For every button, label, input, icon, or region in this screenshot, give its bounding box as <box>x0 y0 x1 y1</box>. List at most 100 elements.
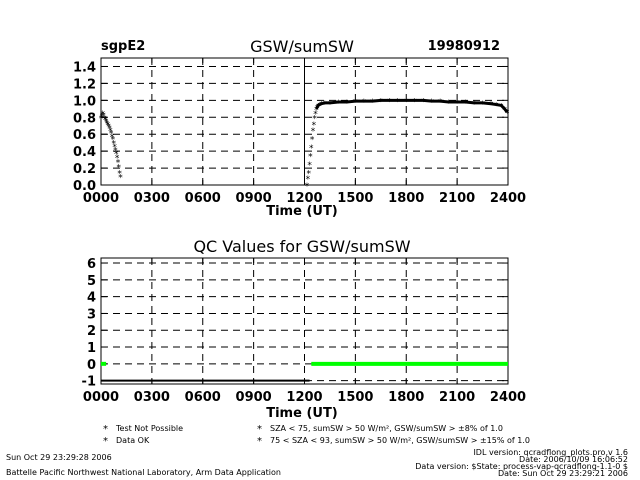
data-point: * <box>309 144 314 154</box>
site-label: sgpE2 <box>101 39 145 54</box>
legend-symbol-sza-75: * <box>257 424 262 435</box>
data-point: * <box>117 163 122 173</box>
data-point: * <box>100 110 105 120</box>
x-axis-label-qc: Time (UT) <box>266 406 338 421</box>
data-point: * <box>387 97 392 107</box>
x-tick-label-qc: 2400 <box>490 390 526 405</box>
data-point: * <box>396 97 401 107</box>
data-series-line <box>315 98 509 114</box>
x-tick-label-top: 0000 <box>83 191 119 206</box>
data-point: * <box>109 130 114 140</box>
data-point: * <box>112 143 117 153</box>
data-point: * <box>438 98 443 108</box>
data-point: * <box>379 97 384 107</box>
x-tick-label-qc: 1500 <box>337 390 373 405</box>
y-tick-label-top: 1.2 <box>73 77 96 92</box>
x-tick-label-top: 0300 <box>134 191 170 206</box>
footer-right-idl: IDL version: qcradflong_plots.pro,v 1.6 <box>473 448 628 457</box>
chart-title-top: GSW/sumSW <box>250 37 354 56</box>
data-point: * <box>111 135 116 145</box>
data-point: * <box>323 100 328 110</box>
data-point: * <box>336 99 341 109</box>
data-point: * <box>312 114 317 124</box>
data-point: * <box>99 114 104 124</box>
data-point: * <box>446 99 451 109</box>
data-point: * <box>115 154 120 164</box>
data-point: * <box>306 169 311 179</box>
date-label: 19980912 <box>428 39 500 54</box>
footer-right-date2: Date: Sun Oct 29 23:29:21 2006 <box>498 469 628 478</box>
data-point: * <box>328 100 333 110</box>
x-tick-label-top: 1500 <box>337 191 373 206</box>
data-point: * <box>505 109 510 119</box>
data-point: * <box>103 116 108 126</box>
data-point: * <box>100 113 105 123</box>
legend: * Test Not Possible * Data OK * SZA < 75… <box>103 424 530 447</box>
plot-qc: 0000 0300 0600 0900 1200 1500 1800 2100 2400 -1 0 1… <box>82 257 527 405</box>
legend-label-test-not-possible: Test Not Possible <box>115 424 183 433</box>
y-tick-label-top: 0.2 <box>73 162 96 177</box>
x-tick-label-top: 2100 <box>439 191 475 206</box>
y-tick-label-top: 0.0 <box>73 179 96 194</box>
data-point: * <box>116 158 121 168</box>
data-point: * <box>117 169 122 179</box>
x-tick-label-top: 0900 <box>236 191 272 206</box>
data-point: * <box>106 123 111 133</box>
x-tick-label-top: 2400 <box>490 191 526 206</box>
y-tick-label-qc: 2 <box>87 324 96 339</box>
data-point: * <box>108 127 113 137</box>
data-point: * <box>102 114 107 124</box>
data-point: * <box>421 97 426 107</box>
data-point: * <box>312 121 317 131</box>
data-point: * <box>412 97 417 107</box>
x-tick-label-qc: 0900 <box>236 390 272 405</box>
y-tick-label-qc: 4 <box>87 291 96 306</box>
data-point: * <box>353 98 358 108</box>
data-point: * <box>404 97 409 107</box>
legend-symbol-data-ok: * <box>103 436 108 447</box>
data-point: * <box>111 140 116 150</box>
legend-label-sza-93: 75 < SZA < 93, sumSW > 50 W/m², GSW/sumS… <box>270 436 530 445</box>
data-point: * <box>318 102 323 112</box>
y-tick-label-qc: 5 <box>87 274 96 289</box>
y-tick-label-top: 0.8 <box>73 111 96 126</box>
data-point: * <box>480 100 485 110</box>
data-point: * <box>463 99 468 109</box>
data-point: * <box>429 98 434 108</box>
data-point: * <box>106 121 111 131</box>
footer-left-org: Battelle Pacific Northwest National Labo… <box>6 468 281 477</box>
x-tick-label-qc: 0600 <box>185 390 221 405</box>
y-tick-label-qc: 6 <box>87 257 96 272</box>
y-tick-label-qc: 1 <box>87 341 96 356</box>
x-tick-label-top: 1200 <box>286 191 322 206</box>
data-point: * <box>101 112 106 122</box>
plot-top: 0000 0300 0600 0900 1200 1500 1800 2100 2400 0.0 0… <box>73 57 526 206</box>
x-tick-label-top: 1800 <box>388 191 424 206</box>
y-tick-label-top: 1.4 <box>73 60 96 75</box>
data-point: * <box>107 124 112 134</box>
footer-right-data-version: Data version: $State: process-vap-qcradf… <box>415 462 628 471</box>
y-tick-label-qc: -1 <box>82 375 96 390</box>
x-tick-label-qc: 1200 <box>286 390 322 405</box>
data-point: * <box>306 175 311 185</box>
data-point: * <box>105 119 110 129</box>
data-point: * <box>472 100 477 110</box>
x-tick-label-qc: 2100 <box>439 390 475 405</box>
data-point: * <box>455 99 460 109</box>
y-tick-label-qc: 3 <box>87 307 96 322</box>
data-point: * <box>110 133 115 143</box>
y-tick-label-top: 1.0 <box>73 94 96 109</box>
data-point: * <box>310 135 315 145</box>
data-point: * <box>308 152 313 162</box>
y-tick-label-top: 0.6 <box>73 128 96 143</box>
x-tick-label-qc: 0300 <box>134 390 170 405</box>
data-point: * <box>494 102 499 112</box>
data-point: * <box>113 146 118 156</box>
x-tick-label-top: 0600 <box>185 191 221 206</box>
footer-right-date: Date: 2006/10/09 16:06:52 <box>519 455 628 464</box>
data-point: * <box>345 99 350 109</box>
data-point: * <box>311 127 316 137</box>
legend-symbol-test-not-possible: * <box>103 424 108 435</box>
chart-title-qc: QC Values for GSW/sumSW <box>193 237 410 256</box>
